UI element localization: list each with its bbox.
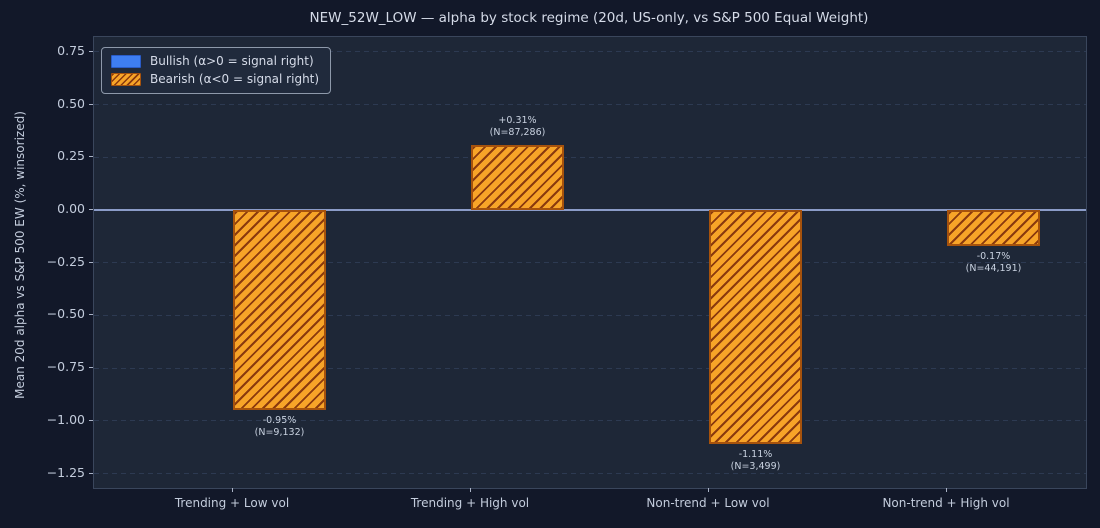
bullish-swatch-icon [111, 54, 141, 68]
y-tick-mark [89, 103, 93, 105]
x-tick-mark [946, 488, 947, 492]
zero-line [94, 208, 1086, 211]
y-tick-mark [89, 208, 93, 210]
x-tick-mark [232, 488, 233, 492]
plot-area: Bullish (α>0 = signal right) Bearish (α<… [93, 36, 1087, 489]
y-tick-mark [89, 367, 93, 369]
gridline [94, 420, 1086, 422]
gridline [94, 51, 1086, 53]
bearish-swatch-icon [111, 72, 141, 86]
bar-count-label: (N=44,191) [965, 262, 1022, 274]
y-tick-label: −0.25 [46, 253, 85, 269]
bar-value-label: -0.17% [976, 250, 1011, 262]
bar-count-label: (N=87,286) [489, 126, 546, 138]
y-tick-label: −1.25 [46, 464, 85, 480]
bar-value-label: -0.95% [262, 415, 297, 427]
legend-item-bearish: Bearish (α<0 = signal right) [111, 72, 319, 86]
y-tick-label: −0.50 [46, 306, 85, 322]
y-tick-mark [89, 50, 93, 52]
y-tick-mark [89, 419, 93, 421]
y-tick-label: 0.50 [57, 95, 85, 111]
y-tick-label: 0.00 [57, 200, 85, 216]
y-tick-mark [89, 314, 93, 316]
x-tick-label: Non-trend + High vol [882, 496, 1010, 510]
bar-4 [947, 209, 1040, 246]
legend-label-bearish: Bearish (α<0 = signal right) [150, 72, 320, 86]
bar-3 [709, 209, 802, 445]
x-tick-label: Non-trend + Low vol [646, 496, 770, 510]
y-tick-label: 0.25 [57, 148, 85, 164]
y-tick-mark [89, 472, 93, 474]
y-tick-label: 0.75 [57, 42, 85, 58]
y-tick-label: −1.00 [46, 411, 85, 427]
y-tick-label: −0.75 [46, 359, 85, 375]
bar-value-label: -1.11% [738, 449, 773, 461]
x-tick-mark [470, 488, 471, 492]
gridline [94, 367, 1086, 369]
x-tick-label: Trending + High vol [410, 496, 530, 510]
gridline [94, 262, 1086, 264]
gridline [94, 104, 1086, 105]
bar-annotation-3: -1.11% (N=3,499) [666, 449, 846, 473]
chart-title: NEW_52W_LOW — alpha by stock regime (20d… [309, 10, 869, 26]
bar-count-label: (N=9,132) [254, 427, 305, 439]
legend: Bullish (α>0 = signal right) Bearish (α<… [101, 47, 332, 94]
bar-count-label: (N=3,499) [730, 461, 781, 473]
y-tick-mark [89, 261, 93, 263]
bar-annotation-1: -0.95% (N=9,132) [190, 415, 370, 439]
gridline [94, 156, 1086, 158]
gridline [94, 314, 1086, 316]
bar-value-label: +0.31% [498, 114, 537, 126]
legend-label-bullish: Bullish (α>0 = signal right) [150, 54, 314, 68]
bar-annotation-2: +0.31% (N=87,286) [428, 115, 608, 139]
legend-item-bullish: Bullish (α>0 = signal right) [111, 54, 319, 68]
y-tick-mark [89, 156, 93, 158]
x-tick-label: Trending + Low vol [174, 496, 290, 510]
gridline [94, 473, 1086, 475]
x-tick-mark [708, 488, 709, 492]
bar-2 [471, 144, 564, 210]
bar-annotation-4: -0.17% (N=44,191) [904, 251, 1084, 275]
bar-1 [233, 209, 326, 411]
